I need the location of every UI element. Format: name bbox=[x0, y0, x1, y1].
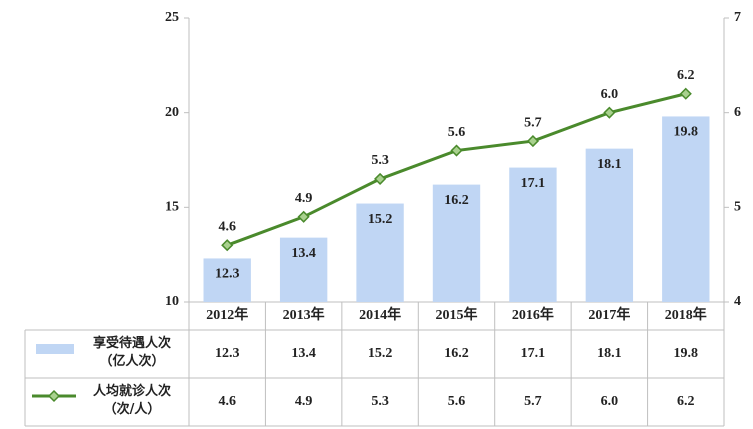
marker bbox=[679, 87, 692, 100]
y2-tick-label: 6 bbox=[734, 105, 741, 120]
table-value: 15.2 bbox=[368, 346, 393, 361]
marker bbox=[221, 239, 234, 252]
marker bbox=[526, 135, 539, 148]
bar bbox=[585, 148, 634, 302]
data-label: 6.2 bbox=[677, 68, 695, 83]
data-label: 15.2 bbox=[368, 212, 393, 227]
y2-tick-label: 5 bbox=[734, 200, 741, 215]
bar bbox=[203, 258, 251, 302]
marker bbox=[297, 210, 310, 223]
bar bbox=[662, 116, 710, 302]
x-tick-label: 2016年 bbox=[512, 306, 554, 323]
y-tick-label: 15 bbox=[165, 200, 179, 215]
data-label: 5.6 bbox=[448, 125, 466, 140]
x-tick-label: 2015年 bbox=[436, 306, 478, 323]
y-tick-label: 10 bbox=[165, 294, 179, 309]
x-tick-label: 2018年 bbox=[665, 306, 707, 323]
marker bbox=[603, 106, 616, 119]
table-value: 5.6 bbox=[448, 394, 466, 409]
bar bbox=[356, 203, 404, 302]
table-value: 16.2 bbox=[444, 346, 469, 361]
marker bbox=[450, 144, 463, 157]
data-label: 17.1 bbox=[521, 176, 546, 191]
y-tick-label: 20 bbox=[165, 105, 179, 120]
legend-swatch bbox=[36, 344, 74, 354]
data-label: 4.9 bbox=[295, 191, 313, 206]
x-tick-label: 2012年 bbox=[206, 306, 248, 323]
bar bbox=[432, 184, 481, 302]
table-value: 6.0 bbox=[601, 394, 619, 409]
data-label: 12.3 bbox=[215, 267, 240, 282]
table-value: 5.7 bbox=[524, 394, 542, 409]
table-value: 12.3 bbox=[215, 346, 240, 361]
marker bbox=[374, 172, 387, 185]
data-label: 13.4 bbox=[291, 246, 316, 261]
x-tick-label: 2014年 bbox=[359, 306, 401, 323]
table-value: 13.4 bbox=[291, 346, 316, 361]
data-label: 19.8 bbox=[674, 125, 699, 140]
table-value: 5.3 bbox=[371, 394, 389, 409]
table-value: 17.1 bbox=[521, 346, 546, 361]
bar bbox=[509, 167, 557, 302]
table-value: 4.6 bbox=[218, 394, 236, 409]
x-tick-label: 2017年 bbox=[588, 306, 630, 323]
x-tick-label: 2013年 bbox=[283, 306, 325, 323]
data-label: 18.1 bbox=[597, 157, 622, 172]
table-value: 18.1 bbox=[597, 346, 622, 361]
data-label: 5.7 bbox=[524, 115, 542, 130]
y2-tick-label: 7 bbox=[734, 10, 741, 25]
data-label: 4.6 bbox=[218, 219, 236, 234]
data-label: 6.0 bbox=[601, 87, 619, 102]
y-tick-label: 25 bbox=[165, 10, 179, 25]
y2-tick-label: 4 bbox=[734, 294, 741, 309]
legend-label: 享受待遇人次 （亿人次） bbox=[92, 336, 171, 369]
legend-swatch bbox=[47, 389, 61, 403]
table-value: 19.8 bbox=[674, 346, 699, 361]
bar bbox=[279, 237, 328, 302]
table-value: 6.2 bbox=[677, 394, 695, 409]
data-label: 16.2 bbox=[444, 193, 469, 208]
legend-label: 人均就诊人次 （次/人） bbox=[92, 384, 171, 417]
table-value: 4.9 bbox=[295, 394, 313, 409]
data-label: 5.3 bbox=[371, 153, 389, 168]
